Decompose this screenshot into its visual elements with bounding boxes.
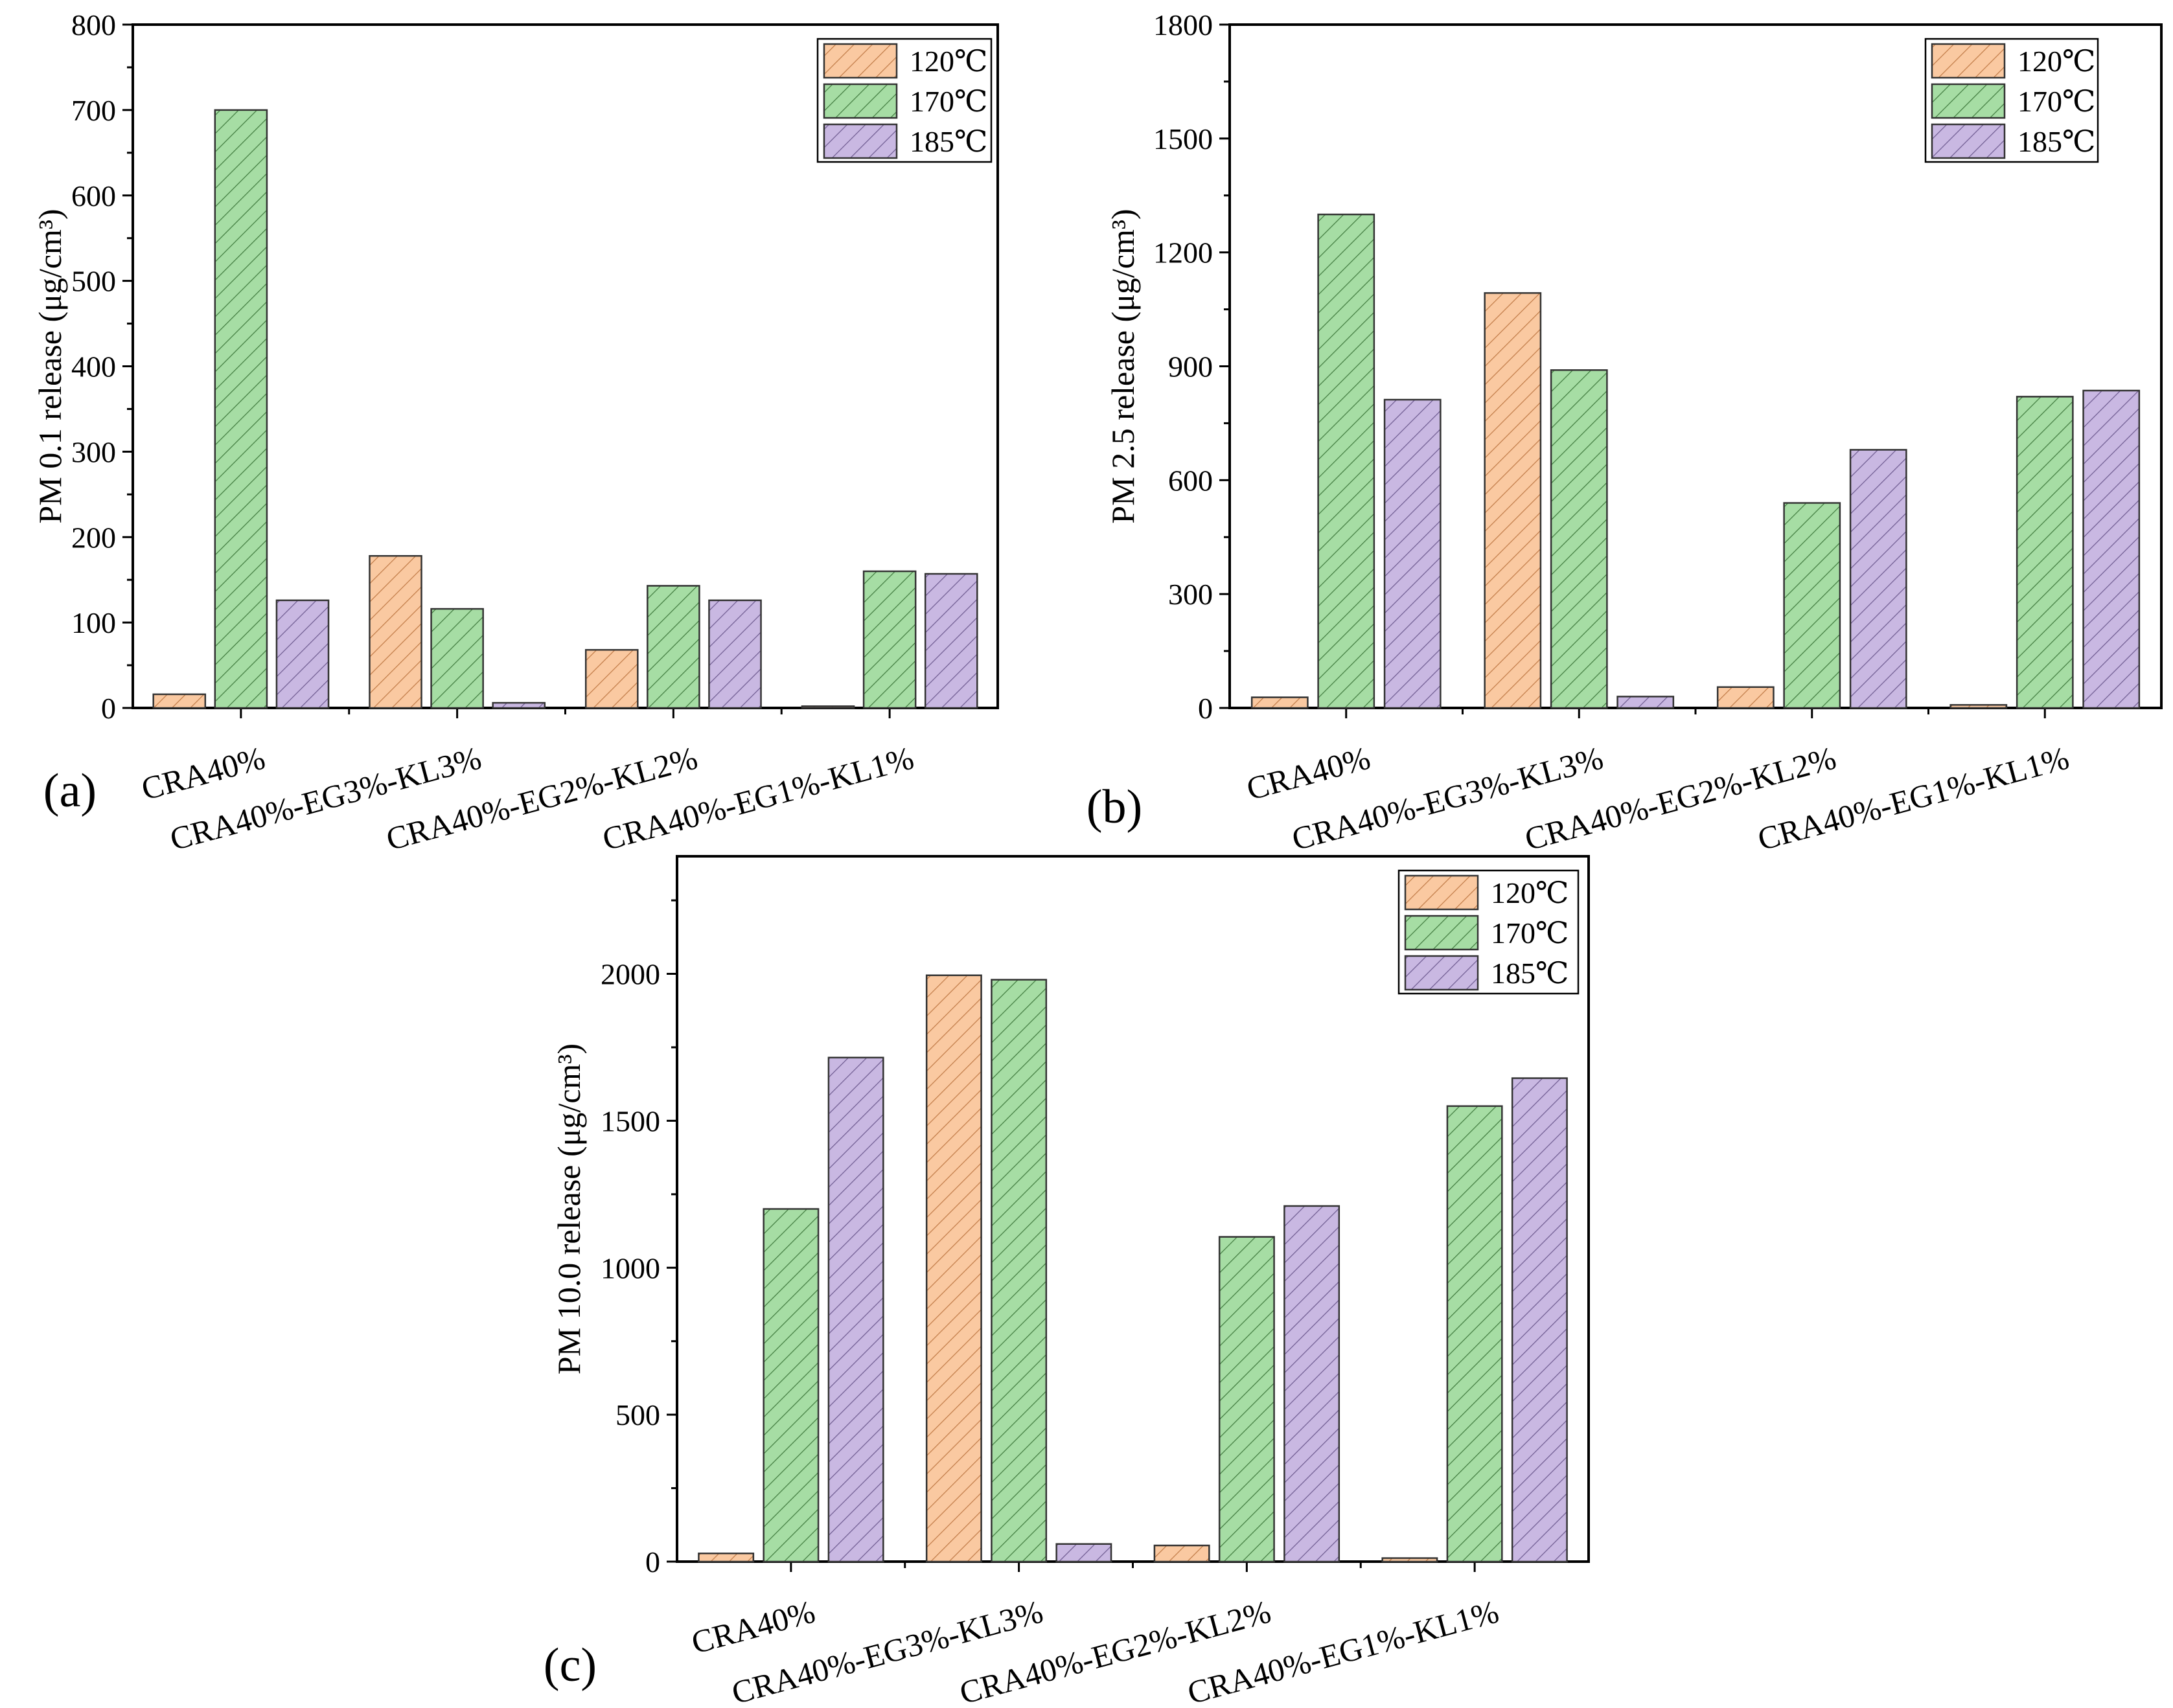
y-tick-label: 600 xyxy=(71,179,116,212)
y-tick-label: 900 xyxy=(1168,350,1213,383)
legend-label: 170℃ xyxy=(1491,917,1569,950)
legend-label: 170℃ xyxy=(2018,85,2095,118)
bar-185℃-CRA40%-EG3%-KL3% xyxy=(492,701,546,709)
legend-label: 120℃ xyxy=(2018,45,2095,78)
bar-185℃-CRA40%-EG1%-KL1% xyxy=(1511,1077,1568,1563)
bar-185℃-CRA40%-EG2%-KL2% xyxy=(1283,1205,1340,1563)
panel-label: (c) xyxy=(544,1639,597,1692)
bar-170℃-CRA40%-EG1%-KL1% xyxy=(862,570,917,709)
category-label: CRA40% xyxy=(1243,740,1374,807)
bar-170℃-CRA40% xyxy=(1317,213,1375,709)
chart-panel-3: 0 500 1000 1500 2000 PM 10.0 release (μg/cm³)… xyxy=(544,855,1590,1708)
bar-170℃-CRA40%-EG2%-KL2% xyxy=(647,585,700,709)
legend-swatch xyxy=(823,123,898,159)
bar-185℃-CRA40% xyxy=(827,1056,884,1563)
legend: 120℃ 170℃ 185℃ xyxy=(1924,38,2099,163)
bar-120℃-CRA40%-EG1%-KL1% xyxy=(1381,1557,1438,1563)
bar-170℃-CRA40%-EG3%-KL3% xyxy=(1550,369,1608,709)
bar-185℃-CRA40%-EG3%-KL3% xyxy=(1055,1543,1112,1563)
bar-185℃-CRA40%-EG1%-KL1% xyxy=(2082,389,2141,709)
y-axis-title: PM 0.1 release (μg/cm³) xyxy=(32,209,68,523)
bar-120℃-CRA40%-EG1%-KL1% xyxy=(1949,704,2008,709)
legend: 120℃ 170℃ 185℃ xyxy=(1397,869,1580,995)
bar-120℃-CRA40%-EG2%-KL2% xyxy=(584,649,639,709)
y-tick-label: 800 xyxy=(71,8,116,41)
bar-120℃-CRA40%-EG2%-KL2% xyxy=(1153,1544,1210,1563)
bar-185℃-CRA40% xyxy=(275,599,330,709)
bar-170℃-CRA40% xyxy=(214,109,268,709)
bar-170℃-CRA40%-EG1%-KL1% xyxy=(2016,396,2074,709)
bar-120℃-CRA40%-EG3%-KL3% xyxy=(1484,292,1542,709)
y-tick-label: 1500 xyxy=(1153,122,1213,155)
y-tick-label: 0 xyxy=(645,1545,660,1578)
bar-120℃-CRA40% xyxy=(698,1553,755,1563)
y-tick-label: 700 xyxy=(71,94,116,127)
legend-label: 185℃ xyxy=(1491,957,1569,990)
bar-185℃-CRA40% xyxy=(1383,398,1442,709)
y-tick-label: 1000 xyxy=(601,1251,660,1284)
y-tick-label: 0 xyxy=(1198,692,1213,725)
legend-label: 185℃ xyxy=(2018,125,2095,158)
bar-170℃-CRA40%-EG3%-KL3% xyxy=(430,608,484,709)
category-label: CRA40% xyxy=(137,740,268,807)
chart-panel-1: 0 100 200 300 400 500 600 700 800 PM 0.1 release … xyxy=(32,8,999,858)
bar-170℃-CRA40%-EG3%-KL3% xyxy=(991,979,1048,1563)
y-tick-label: 1500 xyxy=(601,1104,660,1137)
y-axis-title: PM 2.5 release (μg/cm³) xyxy=(1105,209,1141,523)
legend-label: 170℃ xyxy=(910,85,987,118)
y-tick-label: 200 xyxy=(71,521,116,554)
legend: 120℃ 170℃ 185℃ xyxy=(816,38,993,163)
legend-label: 120℃ xyxy=(1491,876,1569,909)
legend-swatch xyxy=(1931,123,2006,159)
legend-swatch xyxy=(1931,83,2006,119)
y-tick-label: 1200 xyxy=(1153,236,1213,269)
legend-swatch xyxy=(823,83,898,119)
bar-120℃-CRA40%-EG2%-KL2% xyxy=(1716,686,1775,709)
bar-120℃-CRA40% xyxy=(1250,696,1309,709)
y-tick-label: 500 xyxy=(615,1398,660,1431)
bar-170℃-CRA40%-EG1%-KL1% xyxy=(1446,1105,1503,1563)
legend-swatch xyxy=(1931,43,2006,79)
y-tick-label: 0 xyxy=(101,692,116,725)
bar-170℃-CRA40%-EG2%-KL2% xyxy=(1783,502,1841,709)
bar-120℃-CRA40%-EG1%-KL1% xyxy=(801,705,855,709)
legend-swatch xyxy=(1404,955,1479,991)
bar-170℃-CRA40% xyxy=(763,1208,820,1563)
y-tick-label: 2000 xyxy=(601,958,660,991)
bar-185℃-CRA40%-EG3%-KL3% xyxy=(1616,696,1675,709)
category-label: CRA40% xyxy=(687,1593,818,1661)
y-tick-label: 300 xyxy=(71,435,116,468)
y-tick-label: 1800 xyxy=(1153,8,1213,41)
legend-label: 120℃ xyxy=(910,45,987,78)
bar-185℃-CRA40%-EG2%-KL2% xyxy=(1849,449,1907,709)
y-tick-label: 400 xyxy=(71,350,116,383)
y-tick-label: 500 xyxy=(71,265,116,298)
panel-label: (a) xyxy=(43,764,97,817)
y-tick-label: 300 xyxy=(1168,578,1213,611)
legend-swatch xyxy=(823,43,898,79)
bar-185℃-CRA40%-EG1%-KL1% xyxy=(924,573,978,709)
panel-label: (b) xyxy=(1086,780,1142,834)
legend-swatch xyxy=(1404,874,1479,911)
bar-170℃-CRA40%-EG2%-KL2% xyxy=(1218,1236,1275,1563)
chart-panel-2: 0 300 600 900 1200 1500 1800 PM 2.5 release (μg… xyxy=(1086,8,2163,858)
bar-120℃-CRA40% xyxy=(152,693,207,709)
y-axis-title: PM 10.0 release (μg/cm³) xyxy=(551,1043,587,1374)
bar-185℃-CRA40%-EG2%-KL2% xyxy=(708,599,762,709)
legend-swatch xyxy=(1404,915,1479,951)
bar-120℃-CRA40%-EG3%-KL3% xyxy=(369,555,422,709)
y-tick-label: 100 xyxy=(71,606,116,639)
y-tick-label: 600 xyxy=(1168,464,1213,497)
legend-label: 185℃ xyxy=(910,125,987,158)
bar-120℃-CRA40%-EG3%-KL3% xyxy=(925,974,982,1563)
